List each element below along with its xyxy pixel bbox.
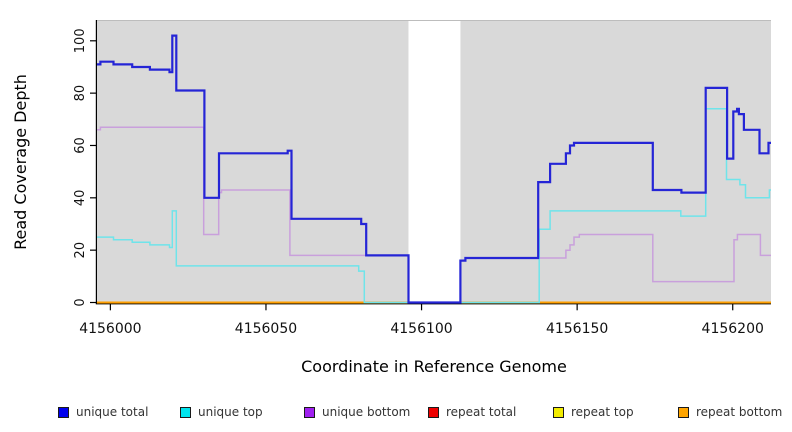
x-axis-title: Coordinate in Reference Genome bbox=[301, 357, 567, 376]
y-tick-label: 80 bbox=[73, 85, 88, 102]
y-tick-label: 40 bbox=[73, 190, 88, 207]
y-axis-title: Read Coverage Depth bbox=[11, 74, 30, 250]
x-tick-label: 4156000 bbox=[79, 321, 141, 337]
plot-background-left bbox=[97, 20, 409, 304]
y-tick-label: 60 bbox=[73, 137, 88, 154]
y-tick-label: 20 bbox=[73, 242, 88, 259]
missing-data-gap bbox=[408, 20, 461, 304]
plot-background-right bbox=[460, 20, 771, 304]
x-tick-label: 4156100 bbox=[390, 321, 452, 337]
y-tick-label: 0 bbox=[73, 298, 88, 306]
x-tick-label: 4156150 bbox=[546, 321, 608, 337]
series-line-unique-total bbox=[97, 34, 771, 304]
plot-layer: 4156000 4156050 4156100 4156150 4156200 0 20 40… bbox=[73, 20, 771, 337]
x-tick-label: 4156050 bbox=[235, 321, 297, 337]
x-tick-label: 4156200 bbox=[702, 321, 764, 337]
y-tick-label: 100 bbox=[73, 28, 88, 53]
